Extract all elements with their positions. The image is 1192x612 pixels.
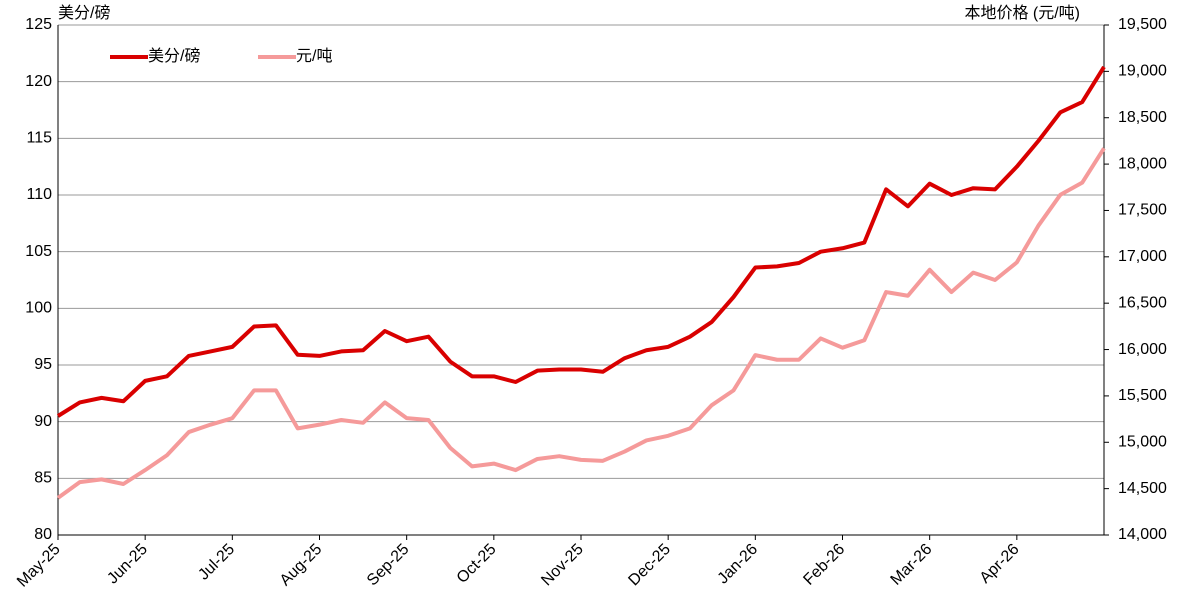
y-tick-label: 80 [34, 526, 52, 543]
y-tick-label: 85 [34, 470, 52, 487]
y2-tick-label: 19,000 [1118, 63, 1167, 80]
y2-tick-label: 17,000 [1118, 248, 1167, 265]
y2-tick-label: 18,500 [1118, 109, 1167, 126]
y2-tick-label: 16,000 [1118, 341, 1167, 358]
x-tick-label: Jan-26 [715, 541, 762, 588]
y-tick-label: 120 [25, 73, 52, 90]
y2-tick-label: 19,500 [1118, 16, 1167, 33]
y-tick-label: 125 [25, 16, 52, 33]
y2-tick-label: 17,500 [1118, 202, 1167, 219]
x-tick-label: Aug-25 [277, 541, 326, 590]
y-tick-label: 95 [34, 356, 52, 373]
y-tick-label: 105 [25, 243, 52, 260]
x-tick-label: Oct-25 [454, 541, 500, 587]
y2-tick-label: 15,000 [1118, 433, 1167, 450]
y-tick-label: 115 [26, 130, 52, 147]
y2-tick-label: 14,000 [1118, 526, 1167, 543]
x-tick-label: Sep-25 [364, 541, 413, 590]
legend-label: 元/吨 [296, 47, 332, 65]
y-tick-label: 90 [34, 413, 52, 430]
y2-tick-label: 14,500 [1118, 480, 1167, 497]
series-line [56, 65, 1106, 418]
x-tick-label: May-25 [14, 541, 64, 591]
x-tick-label: Apr-26 [977, 541, 1023, 587]
y-tick-label: 110 [26, 186, 52, 203]
y2-axis-label: 本地价格 (元/吨) [964, 4, 1080, 22]
x-tick-label: Dec-25 [625, 541, 674, 590]
legend-label: 美分/磅 [148, 47, 200, 65]
x-tick-label: Mar-26 [888, 541, 936, 589]
y-axis-label: 美分/磅 [58, 4, 110, 22]
x-tick-label: Nov-25 [538, 541, 587, 590]
y-tick-label: 100 [25, 300, 52, 317]
x-tick-label: Jul-25 [195, 541, 238, 584]
y2-tick-label: 18,000 [1118, 155, 1167, 172]
series-line [56, 147, 1106, 500]
x-tick-label: Jun-25 [104, 541, 151, 588]
x-tick-label: Feb-26 [800, 541, 848, 589]
y2-tick-label: 15,500 [1118, 387, 1167, 404]
y2-tick-label: 16,500 [1118, 294, 1167, 311]
